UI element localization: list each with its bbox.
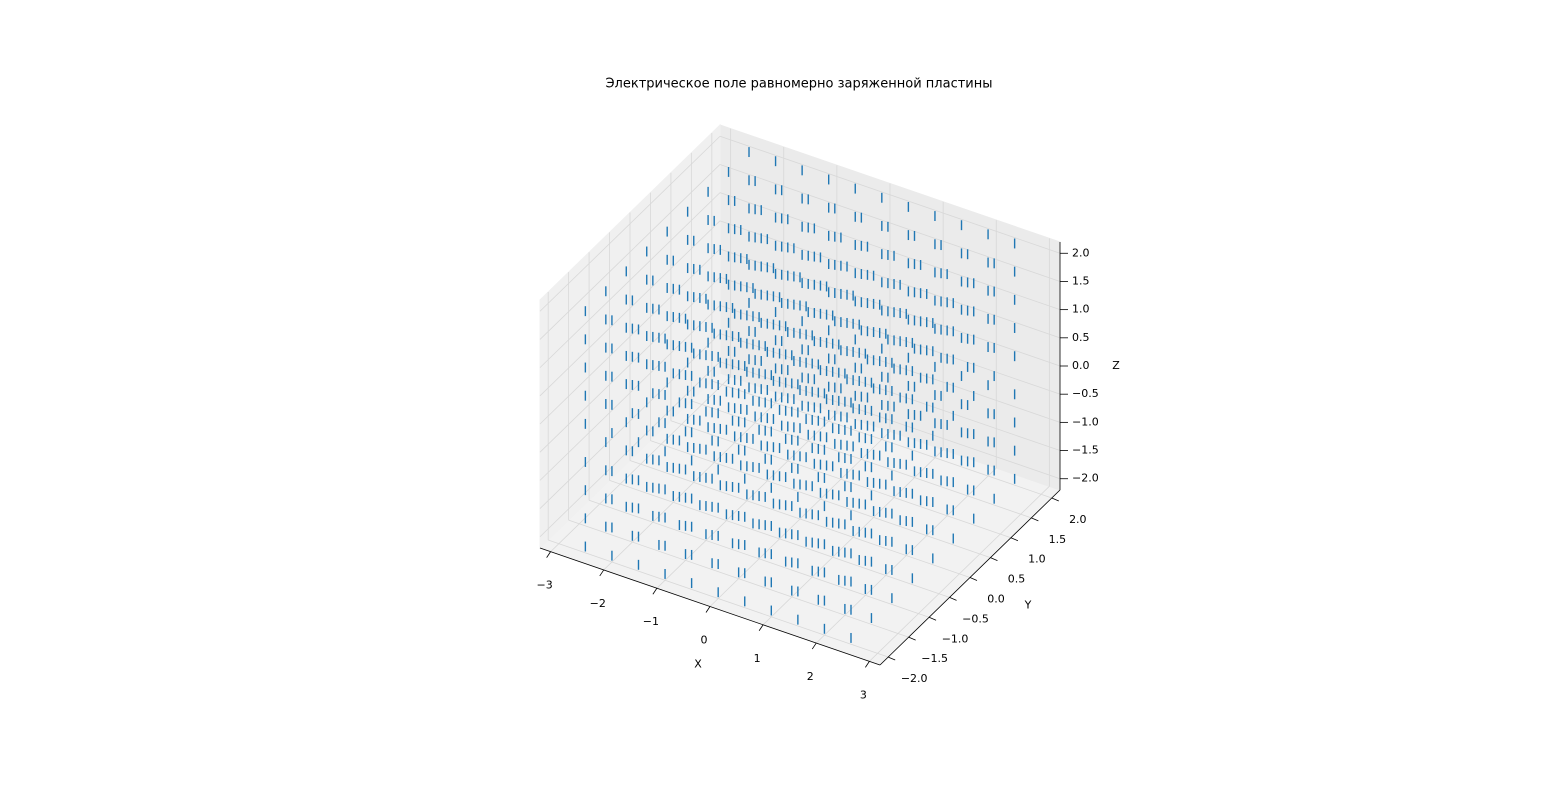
tick-mark	[546, 551, 551, 558]
tick-mark	[1031, 517, 1039, 522]
grid-line	[719, 276, 1061, 395]
grid-line	[719, 304, 1061, 423]
grid-line	[719, 164, 1061, 282]
grid-line	[568, 519, 909, 638]
x-axis-label: X	[694, 658, 702, 671]
y-tick-label: −1.0	[942, 632, 969, 645]
y-tick-label: 1.5	[1049, 533, 1067, 546]
z-tick-label: 2.0	[1072, 246, 1090, 259]
grid-line	[711, 380, 1052, 499]
tick-mark	[865, 661, 870, 668]
grid-line	[719, 192, 1061, 311]
z-tick-label: −2.0	[1072, 472, 1099, 485]
y-tick-label: 0.5	[1008, 573, 1026, 586]
z-tick-label: 0.0	[1072, 359, 1090, 372]
tick-mark	[990, 557, 998, 561]
grid-line	[539, 135, 721, 312]
z-axis-label: Z	[1112, 359, 1120, 372]
z-tick-label: −1.5	[1072, 444, 1099, 457]
y-axis-label: Y	[1024, 599, 1032, 612]
y-tick-label: 0.0	[987, 593, 1005, 606]
grid-line	[691, 400, 1032, 519]
tick-mark	[758, 624, 764, 632]
y-tick-label: −2.0	[901, 672, 928, 685]
grid-line	[609, 480, 950, 598]
tick-mark	[949, 597, 957, 601]
x-tick-label: 3	[860, 688, 867, 701]
x-tick-label: 0	[701, 634, 708, 647]
x-tick-label: −2	[590, 597, 606, 610]
tick-mark	[888, 656, 896, 661]
plot-area: −3−2−10123−2.0−1.5−1.0−0.50.00.51.01.52.…	[537, 147, 1099, 701]
grid-line	[629, 460, 971, 578]
grid-line	[548, 539, 889, 658]
panes: X Y Z	[539, 123, 1120, 671]
y-tick-label: 1.0	[1028, 553, 1046, 566]
grid-line	[719, 361, 1061, 480]
grid-line	[650, 440, 991, 558]
z-tick-label: 1.5	[1072, 274, 1090, 287]
x-tick-label: −3	[537, 579, 553, 592]
y-tick-label: −1.5	[921, 652, 948, 665]
grid-line	[539, 220, 721, 397]
grid-line	[539, 333, 721, 509]
grid-line	[539, 305, 721, 481]
grid-line	[539, 248, 721, 425]
grid-line	[670, 420, 1012, 539]
grid-line	[719, 333, 1061, 451]
tick-mark	[1010, 537, 1019, 542]
grid-line	[539, 192, 721, 368]
grid-line	[719, 248, 1061, 367]
z-tick-label: 1.0	[1072, 303, 1090, 316]
grid-line	[539, 164, 721, 340]
y-tick-label: −0.5	[962, 612, 989, 625]
tick-mark	[1051, 497, 1059, 502]
tick-mark	[705, 606, 711, 613]
tick-mark	[908, 636, 916, 641]
z-tick-label: −1.0	[1072, 415, 1099, 428]
x-axis-line	[539, 547, 881, 666]
grid-line	[539, 276, 721, 453]
tick-mark	[969, 577, 978, 581]
z-tick-label: −0.5	[1072, 387, 1099, 400]
z-tick-label: 0.5	[1072, 331, 1090, 344]
grid-line	[588, 499, 930, 618]
x-tick-label: 2	[807, 670, 814, 683]
grid-line	[719, 135, 1061, 254]
chart-title: Электрическое поле равномерно заряженной…	[605, 77, 992, 92]
tick-mark	[811, 642, 817, 650]
x-tick-label: −1	[643, 615, 659, 628]
tick-mark	[928, 616, 937, 621]
tick-mark	[599, 569, 605, 577]
y-tick-label: 2.0	[1069, 513, 1087, 526]
grid-line	[539, 361, 721, 538]
grid-line	[719, 220, 1061, 339]
x-tick-label: 1	[754, 652, 761, 665]
y-axis-line	[879, 489, 1061, 666]
tick-mark	[652, 587, 658, 595]
